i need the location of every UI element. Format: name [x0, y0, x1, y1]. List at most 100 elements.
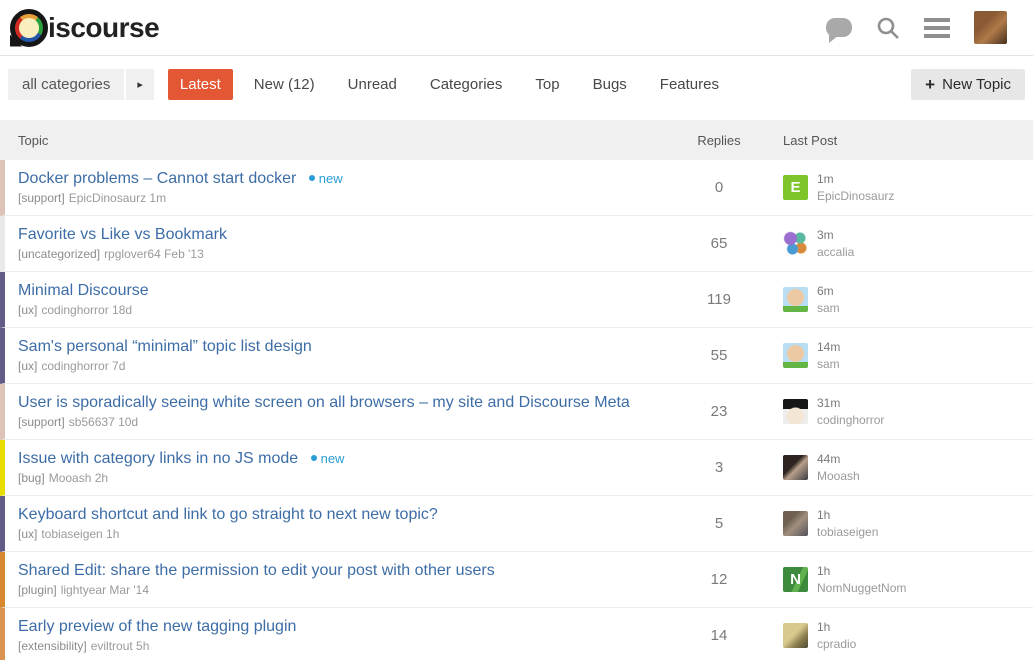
topic-row: Docker problems – Cannot start docker ne… — [0, 160, 1033, 216]
last-post-username[interactable]: sam — [817, 300, 840, 315]
category-tag[interactable]: [uncategorized] — [18, 247, 101, 262]
last-post-cell: 14m sam — [778, 339, 1033, 371]
column-last-post[interactable]: Last Post — [783, 132, 838, 148]
last-poster-avatar[interactable] — [783, 511, 808, 536]
topic-cell: Docker problems – Cannot start docker ne… — [5, 170, 660, 205]
topic-row: Keyboard shortcut and link to go straigh… — [0, 496, 1033, 552]
last-poster-avatar[interactable] — [783, 399, 808, 424]
category-tag[interactable]: [plugin] — [18, 583, 57, 598]
filter-features[interactable]: Features — [659, 76, 719, 93]
topic-row: Early preview of the new tagging plugin … — [0, 608, 1033, 660]
new-topic-badge[interactable]: new — [309, 171, 343, 186]
topic-row: Favorite vs Like vs Bookmark [uncategori… — [0, 216, 1033, 272]
chat-bubble-icon[interactable] — [826, 18, 852, 37]
hamburger-menu-icon[interactable] — [924, 17, 950, 38]
topic-meta: [support] EpicDinosaurz 1m — [18, 191, 660, 205]
topic-title-link[interactable]: Favorite vs Like vs Bookmark — [18, 225, 227, 243]
last-post-cell: 6m sam — [778, 283, 1033, 315]
last-post-username[interactable]: cpradio — [817, 636, 857, 651]
last-post-username[interactable]: tobiaseigen — [817, 524, 879, 539]
last-post-username[interactable]: codinghorror — [817, 412, 885, 427]
category-tag[interactable]: [ux] — [18, 527, 38, 542]
original-poster-info: sb56637 10d — [68, 415, 139, 430]
replies-count: 119 — [707, 291, 731, 308]
new-topic-button[interactable]: + New Topic — [911, 69, 1025, 100]
last-poster-avatar[interactable] — [783, 287, 808, 312]
last-poster-avatar[interactable] — [783, 623, 808, 648]
original-poster-info: Mooash 2h — [48, 471, 109, 486]
topic-cell: Keyboard shortcut and link to go straigh… — [5, 506, 660, 541]
search-icon[interactable] — [876, 16, 900, 40]
topic-title-link[interactable]: Sam's personal “minimal” topic list desi… — [18, 337, 312, 355]
last-post-time: 1h — [817, 508, 831, 523]
last-post-username[interactable]: Mooash — [817, 468, 860, 483]
category-tag[interactable]: [support] — [18, 415, 65, 430]
replies-count: 55 — [710, 347, 728, 364]
last-poster-avatar[interactable] — [783, 231, 808, 256]
new-topic-label: New Topic — [942, 76, 1011, 93]
original-poster-info: lightyear Mar '14 — [60, 583, 150, 598]
last-post-cell: 1h tobiaseigen — [778, 507, 1033, 539]
new-topic-badge[interactable]: new — [311, 451, 345, 466]
original-poster-info: tobiaseigen 1h — [41, 527, 120, 542]
topic-row: Minimal Discourse [ux] codinghorror 18d 1… — [0, 272, 1033, 328]
filter-top[interactable]: Top — [535, 76, 560, 93]
caret-right-icon[interactable]: ▸ — [126, 69, 154, 100]
last-post-time: 6m — [817, 284, 834, 299]
filter-bugs[interactable]: Bugs — [592, 76, 627, 93]
last-post-time: 1m — [817, 172, 834, 187]
last-post-cell: 44m Mooash — [778, 451, 1033, 483]
filter-unread[interactable]: Unread — [347, 76, 397, 93]
original-poster-info: EpicDinosaurz 1m — [68, 191, 167, 206]
avatar-letter: E — [790, 179, 801, 196]
topic-title-link[interactable]: User is sporadically seeing white screen… — [18, 393, 630, 411]
topic-title-link[interactable]: Issue with category links in no JS mode — [18, 449, 299, 467]
last-post-cell: 31m codinghorror — [778, 395, 1033, 427]
original-poster-info: codinghorror 7d — [41, 359, 126, 374]
last-post-username[interactable]: EpicDinosaurz — [817, 188, 895, 203]
original-poster-info: rpglover64 Feb '13 — [104, 247, 204, 262]
topic-meta: [ux] tobiaseigen 1h — [18, 527, 660, 541]
topic-title-link[interactable]: Early preview of the new tagging plugin — [18, 617, 297, 635]
topic-cell: Issue with category links in no JS mode … — [5, 450, 660, 485]
logo-text: iscourse — [48, 11, 160, 43]
discourse-logo-mark — [10, 8, 48, 47]
category-tag[interactable]: [extensibility] — [18, 639, 87, 654]
topic-title-link[interactable]: Shared Edit: share the permission to edi… — [18, 561, 495, 579]
last-poster-avatar[interactable] — [783, 455, 808, 480]
last-post-time: 1h — [817, 620, 831, 635]
user-avatar[interactable] — [974, 11, 1007, 44]
replies-count: 23 — [710, 403, 728, 420]
plus-icon: + — [925, 75, 936, 94]
category-filter-dropdown[interactable]: all categories — [8, 69, 125, 100]
topic-title-link[interactable]: Docker problems – Cannot start docker — [18, 169, 297, 187]
filter-latest[interactable]: Latest — [167, 69, 233, 100]
original-poster-info: codinghorror 18d — [41, 303, 133, 318]
column-topic[interactable]: Topic — [18, 132, 49, 148]
last-post-username[interactable]: NomNuggetNom — [817, 580, 907, 595]
category-tag[interactable]: [support] — [18, 191, 65, 206]
last-post-cell: 1h cpradio — [778, 619, 1033, 651]
filter-categories[interactable]: Categories — [429, 76, 503, 93]
last-poster-avatar[interactable] — [783, 343, 808, 368]
last-poster-avatar[interactable]: N — [783, 567, 808, 592]
last-post-cell: E 1m EpicDinosaurz — [778, 171, 1033, 203]
category-tag[interactable]: [ux] — [18, 303, 38, 318]
last-post-time: 1h — [817, 564, 831, 579]
column-replies[interactable]: Replies — [697, 132, 741, 148]
topic-title-link[interactable]: Minimal Discourse — [18, 281, 149, 299]
topic-meta: [ux] codinghorror 7d — [18, 359, 660, 373]
topic-row: Shared Edit: share the permission to edi… — [0, 552, 1033, 608]
topic-cell: Favorite vs Like vs Bookmark [uncategori… — [5, 226, 660, 261]
topic-list: Docker problems – Cannot start docker ne… — [0, 160, 1033, 660]
last-post-username[interactable]: sam — [817, 356, 840, 371]
topic-list-header: Topic Replies Last Post — [0, 120, 1033, 160]
category-tag[interactable]: [ux] — [18, 359, 38, 374]
last-poster-avatar[interactable]: E — [783, 175, 808, 200]
discourse-logo[interactable]: iscourse — [10, 8, 160, 47]
last-post-username[interactable]: accalia — [817, 244, 855, 259]
replies-count: 3 — [714, 459, 724, 476]
filter-new[interactable]: New (12) — [253, 76, 315, 93]
category-tag[interactable]: [bug] — [18, 471, 45, 486]
topic-title-link[interactable]: Keyboard shortcut and link to go straigh… — [18, 505, 438, 523]
